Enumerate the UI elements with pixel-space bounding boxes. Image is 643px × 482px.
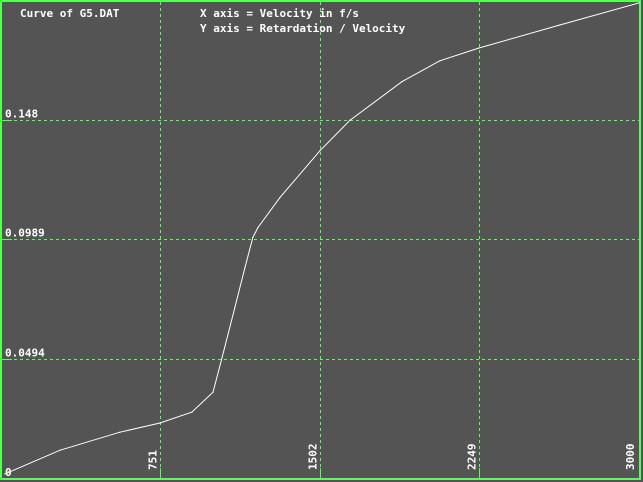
- x-tick-label: 1502: [307, 444, 320, 471]
- x-tick-label: 2249: [466, 444, 479, 471]
- series-line: [4, 2, 640, 475]
- data-point: [279, 196, 281, 199]
- y-tick-label: 0.0494: [5, 347, 45, 360]
- y-tick-label: 0: [5, 466, 12, 479]
- data-point: [638, 2, 640, 4]
- x-tick-label: 3000: [624, 444, 637, 471]
- data-point: [257, 227, 259, 229]
- y-tick-label: 0.0989: [5, 227, 45, 240]
- data-point: [191, 411, 193, 413]
- y-tick-label: 0.148: [5, 108, 38, 121]
- data-point: [439, 60, 441, 62]
- data-point: [119, 431, 121, 433]
- x-tick-label: 751: [147, 450, 160, 470]
- y-axis-label: Y axis = Retardation / Velocity: [200, 22, 406, 35]
- data-point: [559, 24, 561, 26]
- data-point: [221, 357, 223, 359]
- chart-title: Curve of G5.DAT: [20, 7, 120, 20]
- data-point: [478, 47, 480, 49]
- data-point: [349, 119, 351, 121]
- data-point: [4, 473, 6, 475]
- data-point: [59, 449, 61, 451]
- data-point: [252, 236, 254, 239]
- x-axis-label: X axis = Velocity in f/s: [200, 7, 359, 20]
- data-point: [319, 150, 321, 152]
- data-point: [244, 266, 246, 268]
- data-point: [159, 422, 161, 424]
- data-point: [234, 306, 236, 308]
- data-point: [212, 391, 214, 393]
- data-point: [401, 81, 403, 83]
